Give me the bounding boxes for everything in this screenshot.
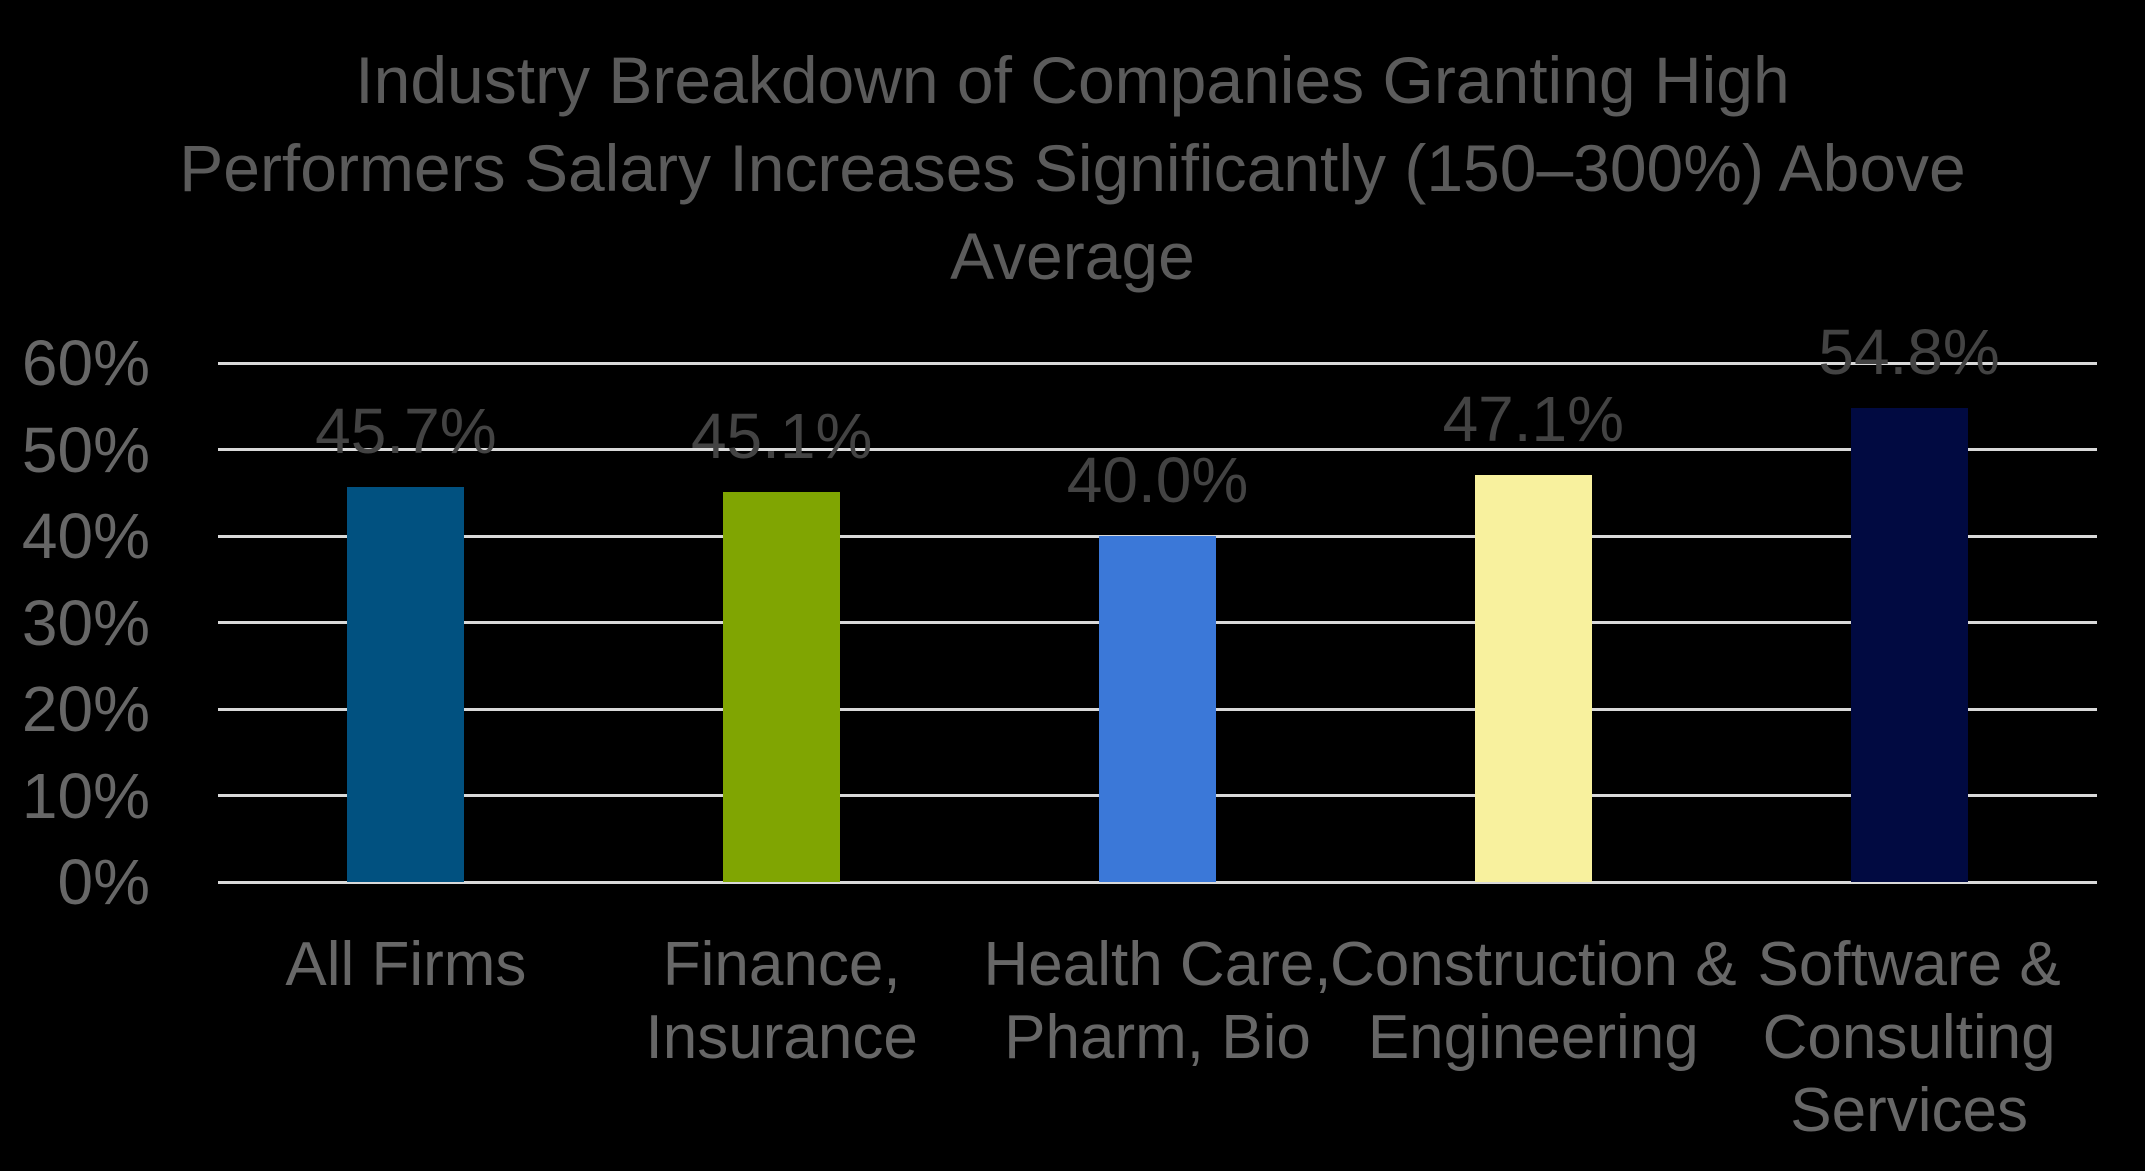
x-axis-label-line: Services (1790, 1076, 2028, 1145)
x-axis-label-line: Consulting (1762, 1003, 2056, 1072)
x-axis-label-all-firms: All Firms (196, 928, 616, 1001)
x-axis-label-line: Engineering (1367, 1003, 1699, 1072)
data-label-40.0%: 40.0% (1066, 444, 1249, 516)
x-axis-label-line: Software & (1757, 930, 2061, 999)
x-axis-label-finance-insurance: Finance, Insurance (572, 928, 992, 1074)
bar-finance-insurance (723, 491, 841, 882)
data-label-54.8%: 54.8% (1818, 315, 2000, 388)
x-axis-label-line: Pharm, Bio (1004, 1003, 1311, 1072)
chart-title-line-3: Average (950, 219, 1195, 293)
x-axis-label-software-consulting-services: Software & Consulting Services (1699, 928, 2119, 1147)
x-axis-label-line: Insurance (645, 1003, 918, 1072)
data-label-45.1%: 45.1% (690, 399, 873, 472)
x-axis-label-line: All Firms (285, 930, 527, 999)
data-label-47.1%: 47.1% (1442, 382, 1625, 455)
y-tick-label-60%: 60% (21, 327, 150, 399)
y-tick-label-30%: 30% (21, 586, 150, 659)
x-axis-label-line: Health Care, (983, 930, 1332, 999)
gridline-50% (218, 448, 2097, 451)
chart-title-line-2: Performers Salary Increases Significantl… (179, 131, 1966, 205)
y-tick-label-10%: 10% (21, 759, 150, 832)
bar-all-firms (347, 486, 465, 882)
bar-software-consulting-services (1850, 407, 1968, 882)
bar-health-care-pharm-bio (1099, 536, 1216, 882)
y-tick-label-20%: 20% (21, 673, 150, 745)
y-tick-label-40%: 40% (21, 500, 150, 572)
x-axis-label-health-care-pharm-bio: Health Care, Pharm, Bio (948, 928, 1368, 1074)
chart-title: Industry Breakdown of Companies Granting… (0, 36, 2145, 300)
x-axis-label-construction-engineering: Construction & Engineering (1323, 928, 1743, 1074)
y-tick-label-50%: 50% (21, 413, 150, 486)
x-axis-label-line: Construction & (1329, 930, 1737, 999)
y-tick-label-0%: 0% (57, 846, 151, 918)
chart-title-line-1: Industry Breakdown of Companies Granting… (355, 43, 1790, 117)
x-axis-label-line: Finance, (662, 930, 901, 999)
gridline-60% (218, 361, 2097, 365)
bar-construction-engineering (1474, 474, 1592, 882)
gridline-0% (218, 880, 2097, 884)
data-label-45.7%: 45.7% (315, 394, 497, 467)
